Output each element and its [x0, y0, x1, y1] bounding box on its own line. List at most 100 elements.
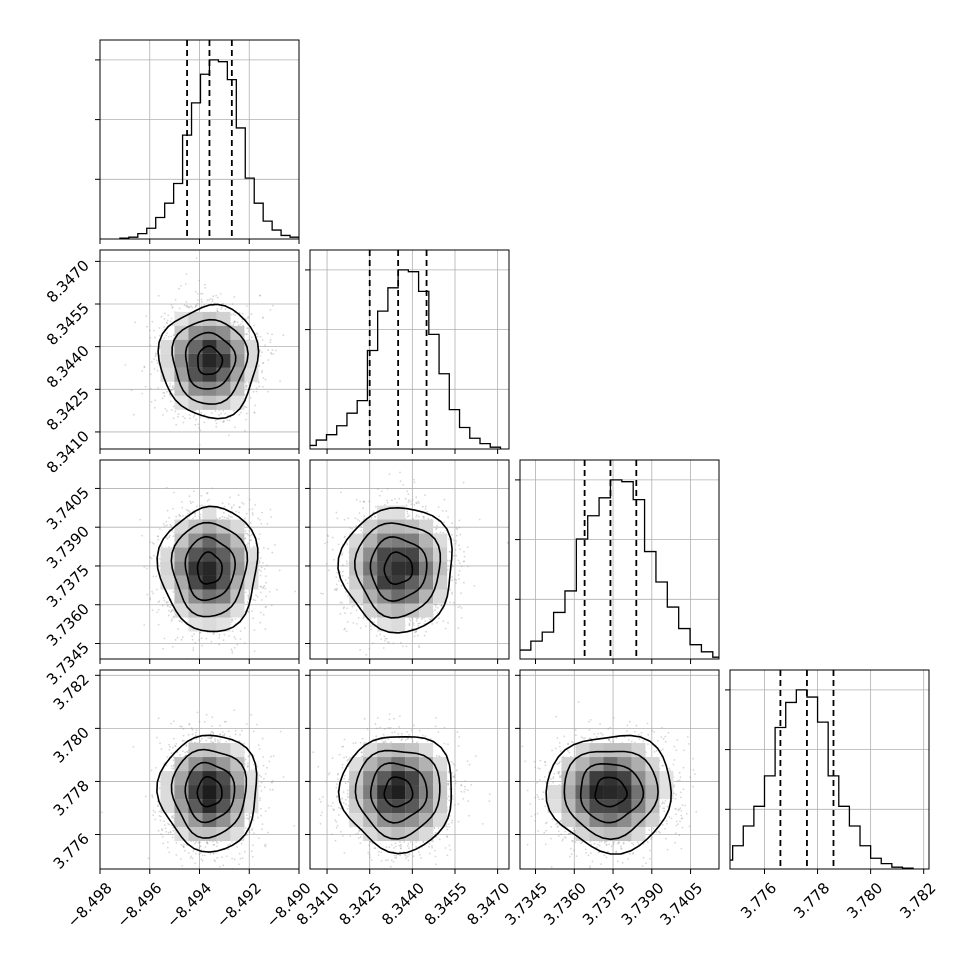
scatter-point [250, 539, 253, 542]
scatter-point [219, 293, 222, 295]
scatter-point [221, 421, 224, 423]
scatter-point [156, 369, 159, 372]
scatter-point [267, 359, 270, 361]
scatter-point [252, 513, 254, 516]
scatter-point [168, 536, 171, 539]
scatter-point [259, 621, 262, 624]
scatter-point [162, 647, 165, 650]
scatter-point [239, 638, 242, 640]
scatter-point [152, 592, 155, 595]
scatter-point [271, 333, 273, 336]
scatter-point [199, 416, 202, 419]
scatter-point [203, 303, 206, 306]
scatter-point [248, 529, 251, 532]
scatter-point [169, 385, 172, 388]
density-cell [244, 575, 259, 590]
scatter-point [244, 384, 247, 387]
contour-line [171, 318, 249, 405]
scatter-point [222, 302, 224, 305]
scatter-point [183, 304, 186, 307]
scatter-point [253, 650, 256, 653]
scatter-point [170, 335, 173, 338]
scatter-point [158, 334, 161, 337]
density-cell [230, 367, 245, 382]
density-cell [216, 325, 231, 340]
density-cell [188, 325, 203, 340]
y-tick-label: 8.3410 [43, 427, 93, 477]
scatter-point [195, 304, 198, 307]
scatter-point [233, 646, 236, 649]
scatter-point [181, 501, 183, 503]
scatter-point [157, 535, 160, 538]
scatter-point [212, 631, 215, 634]
scatter-point [199, 513, 202, 516]
scatter-point [232, 321, 235, 324]
scatter-point [153, 358, 156, 360]
scatter-point [154, 336, 156, 339]
scatter-point [149, 344, 152, 347]
scatter-point [162, 392, 165, 394]
scatter-point [239, 323, 242, 326]
scatter-point [246, 545, 249, 548]
y-tick-label: 8.3455 [43, 299, 93, 349]
scatter-point [174, 639, 177, 641]
scatter-point [248, 381, 251, 384]
y-tick-label: 3.7405 [43, 484, 93, 534]
density-cell [160, 339, 175, 354]
scatter-point [282, 334, 285, 337]
scatter-point [248, 508, 251, 511]
scatter-point [221, 306, 223, 309]
scatter-point [230, 507, 233, 510]
scatter-point [197, 299, 199, 301]
scatter-point [258, 560, 261, 563]
scatter-point [228, 635, 230, 637]
scatter-point [201, 292, 204, 295]
scatter-point [276, 588, 278, 591]
scatter-point [216, 310, 219, 313]
scatter-point [149, 387, 152, 390]
scatter-point [160, 315, 163, 318]
scatter-point [264, 587, 267, 590]
scatter-point [160, 545, 163, 548]
density-cell [174, 533, 189, 548]
scatter-point [260, 585, 263, 588]
histogram-step [310, 269, 502, 449]
scatter-point [259, 294, 262, 297]
scatter-point [185, 273, 188, 275]
scatter-point [177, 415, 179, 418]
scatter-point [222, 409, 225, 412]
scatter-point [247, 316, 249, 319]
scatter-point [145, 315, 148, 318]
scatter-point [258, 538, 260, 540]
scatter-point [247, 542, 250, 545]
scatter-point [259, 335, 262, 338]
scatter-point [192, 647, 195, 649]
scatter-point [294, 590, 296, 593]
scatter-point [221, 515, 224, 518]
scatter-point [264, 568, 266, 570]
density-cell [160, 561, 175, 576]
scatter-point [178, 287, 180, 290]
scatter-point [239, 630, 242, 632]
scatter-point [205, 637, 208, 640]
scatter-point [236, 643, 239, 646]
scatter-point [263, 585, 266, 587]
scatter-point [206, 492, 208, 494]
scatter-point [251, 533, 253, 536]
scatter-point [232, 313, 235, 316]
scatter-point [170, 619, 173, 622]
scatter-point [176, 636, 179, 639]
scatter-point [149, 598, 152, 601]
scatter-point [204, 287, 207, 289]
scatter-point [246, 327, 249, 330]
scatter-point [261, 371, 263, 374]
scatter-point [151, 361, 153, 363]
scatter-point [220, 412, 222, 415]
scatter-point [167, 336, 170, 338]
scatter-point [167, 614, 170, 617]
y-tick-label: 3.7375 [43, 561, 93, 611]
scatter-point [153, 368, 156, 370]
scatter-point [262, 362, 265, 364]
scatter-point [134, 321, 137, 324]
scatter-point [208, 498, 211, 501]
